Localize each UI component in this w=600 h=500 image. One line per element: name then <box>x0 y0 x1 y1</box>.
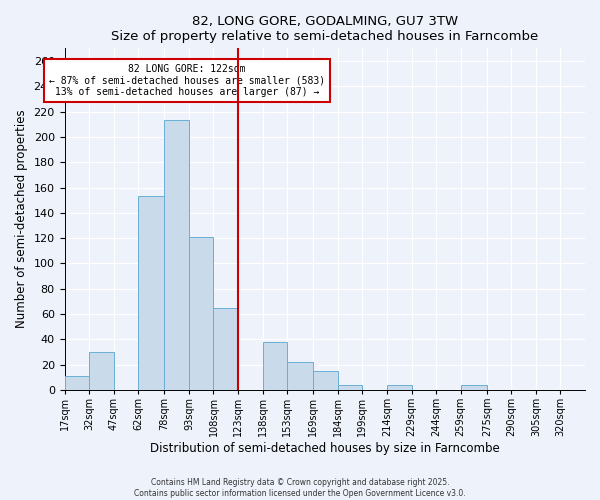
Bar <box>164 120 189 390</box>
Bar <box>214 308 238 390</box>
Title: 82, LONG GORE, GODALMING, GU7 3TW
Size of property relative to semi-detached hou: 82, LONG GORE, GODALMING, GU7 3TW Size o… <box>111 15 538 43</box>
Bar <box>313 371 338 390</box>
Bar <box>387 385 412 390</box>
Bar <box>461 385 487 390</box>
Bar <box>287 362 313 390</box>
X-axis label: Distribution of semi-detached houses by size in Farncombe: Distribution of semi-detached houses by … <box>150 442 500 455</box>
Bar <box>263 342 287 390</box>
Bar <box>89 352 113 390</box>
Bar <box>65 376 89 390</box>
Bar <box>189 237 214 390</box>
Text: 82 LONG GORE: 122sqm
← 87% of semi-detached houses are smaller (583)
13% of semi: 82 LONG GORE: 122sqm ← 87% of semi-detac… <box>49 64 325 97</box>
Bar <box>338 385 362 390</box>
Text: Contains HM Land Registry data © Crown copyright and database right 2025.
Contai: Contains HM Land Registry data © Crown c… <box>134 478 466 498</box>
Bar <box>138 196 164 390</box>
Y-axis label: Number of semi-detached properties: Number of semi-detached properties <box>15 110 28 328</box>
